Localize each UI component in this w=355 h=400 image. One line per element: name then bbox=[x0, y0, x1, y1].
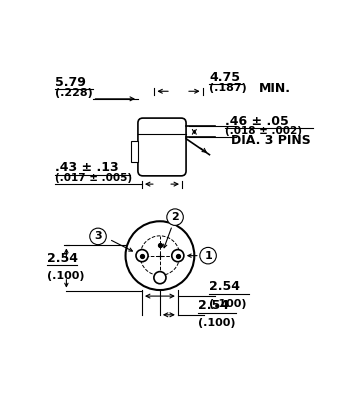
Text: 2.54: 2.54 bbox=[198, 299, 229, 312]
Text: .46 ± .05: .46 ± .05 bbox=[225, 115, 288, 128]
Text: .43 ± .13: .43 ± .13 bbox=[55, 162, 119, 174]
Circle shape bbox=[154, 272, 166, 284]
Text: (.100): (.100) bbox=[47, 271, 84, 281]
Text: (.100): (.100) bbox=[209, 299, 247, 309]
Circle shape bbox=[126, 221, 194, 290]
Text: (.017 ± .005): (.017 ± .005) bbox=[55, 173, 132, 183]
Text: 3: 3 bbox=[94, 231, 102, 241]
Text: (.187): (.187) bbox=[209, 82, 247, 92]
Bar bbox=[131, 142, 138, 162]
Text: 5.79: 5.79 bbox=[55, 76, 86, 89]
Text: 2: 2 bbox=[171, 212, 179, 222]
Circle shape bbox=[90, 228, 106, 245]
Text: 2.54: 2.54 bbox=[209, 280, 240, 293]
Circle shape bbox=[172, 250, 184, 262]
Text: 2.54: 2.54 bbox=[47, 252, 78, 265]
Text: (.018 ± .002): (.018 ± .002) bbox=[225, 126, 302, 136]
Circle shape bbox=[136, 250, 148, 262]
Text: MIN.: MIN. bbox=[259, 82, 291, 95]
Circle shape bbox=[167, 209, 183, 225]
Circle shape bbox=[200, 247, 216, 264]
FancyBboxPatch shape bbox=[138, 118, 186, 176]
Text: 1: 1 bbox=[204, 251, 212, 261]
Text: 4.75: 4.75 bbox=[209, 71, 240, 84]
Text: DIA. 3 PINS: DIA. 3 PINS bbox=[231, 134, 311, 147]
Text: (.100): (.100) bbox=[198, 318, 236, 328]
Text: (.228): (.228) bbox=[55, 88, 93, 98]
